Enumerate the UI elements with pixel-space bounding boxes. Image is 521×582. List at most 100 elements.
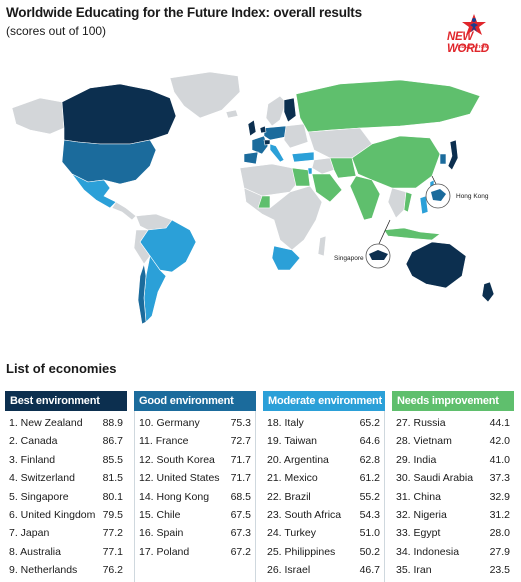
- economy-name: 21. Mexico: [267, 472, 318, 485]
- group-column-3: Moderate environment 18. Italy 65.2 19. Tai…: [263, 391, 385, 582]
- economy-name: 9. Netherlands: [9, 564, 78, 577]
- economy-name: 3. Finland: [9, 453, 56, 466]
- south-korea: [439, 153, 447, 165]
- economy-score: 37.3: [489, 472, 510, 485]
- group-header: Best environment: [5, 391, 127, 411]
- economy-row: 14. Hong Kong 68.5: [135, 488, 255, 506]
- economy-score: 41.0: [489, 453, 510, 466]
- economy-name: 26. Israel: [267, 564, 311, 577]
- economy-score: 72.7: [230, 435, 251, 448]
- japan: [447, 139, 459, 171]
- economy-score: 71.7: [230, 453, 251, 466]
- economy-score: 79.5: [102, 508, 123, 521]
- economy-score: 75.3: [230, 417, 251, 429]
- group-header: Moderate environment: [263, 391, 385, 411]
- economy-row: 29. India 41.0: [392, 451, 514, 469]
- economy-score: 67.3: [230, 527, 251, 540]
- economy-row: 27. Russia 44.1: [392, 414, 514, 432]
- economy-row: 8. Australia 77.1: [5, 543, 127, 561]
- economy-row: 2. Canada 86.7: [5, 432, 127, 450]
- economy-name: 18. Italy: [267, 417, 304, 429]
- economy-row: 11. France 72.7: [135, 432, 255, 450]
- economy-name: 29. India: [396, 453, 437, 466]
- economy-row: 20. Argentina 62.8: [263, 451, 384, 469]
- hong-kong-inset: Hong Kong: [425, 175, 489, 209]
- united-kingdom: [247, 119, 257, 137]
- economy-score: 68.5: [230, 490, 251, 503]
- turkey: [291, 151, 315, 163]
- hong-kong-label: Hong Kong: [456, 193, 489, 200]
- economy-row: 12. United States 71.7: [135, 469, 255, 487]
- economy-name: 12. United States: [139, 472, 220, 485]
- world-map: Hong Kong Singapore: [11, 71, 495, 325]
- iran: [329, 157, 357, 179]
- central-america: [111, 201, 137, 221]
- saudi-arabia: [311, 173, 343, 203]
- group-header: Good environment: [134, 391, 256, 411]
- list-title: List of economies: [6, 361, 117, 376]
- economy-name: 7. Japan: [9, 527, 50, 540]
- economy-row: 1. New Zealand 88.9: [5, 414, 127, 432]
- switzerland: [263, 139, 271, 146]
- economy-row: 16. Spain 67.3: [135, 524, 255, 542]
- economy-score: 67.5: [230, 508, 251, 521]
- page-title: Worldwide Educating for the Future Index…: [6, 5, 362, 20]
- southeast-asia: [387, 187, 407, 219]
- alaska: [11, 97, 65, 135]
- economy-score: 85.5: [102, 453, 123, 466]
- economy-name: 35. Iran: [396, 564, 432, 577]
- economy-row: 19. Taiwan 64.6: [263, 432, 384, 450]
- economy-score: 77.1: [102, 545, 123, 558]
- economy-row: 6. United Kingdom 79.5: [5, 506, 127, 524]
- group-column-1: Best environment 1. New Zealand 88.9 2. Can…: [5, 391, 127, 582]
- new-world-logo: NEW WORLD EDUCATION: [441, 14, 511, 55]
- economy-name: 27. Russia: [396, 417, 446, 429]
- group-list: 18. Italy 65.2 19. Taiwan 64.6 20. Argentina…: [263, 411, 385, 582]
- economy-score: 86.7: [102, 435, 123, 448]
- star-logo-icon: [462, 14, 486, 35]
- group-list: 1. New Zealand 88.9 2. Canada 86.7 3. Finlan…: [5, 411, 127, 582]
- italy: [269, 143, 285, 163]
- economy-name: 1. New Zealand: [9, 417, 83, 429]
- economy-score: 80.1: [102, 490, 123, 503]
- logo-subtext: EDUCATION: [458, 44, 489, 49]
- economy-name: 32. Nigeria: [396, 508, 447, 521]
- group-column-4: Needs improvement 27. Russia 44.1 28. Vietn…: [392, 391, 514, 582]
- economy-score: 31.2: [489, 508, 510, 521]
- group-column-2: Good environment 10. Germany 75.3 11. Franc…: [134, 391, 256, 582]
- economy-score: 23.5: [489, 564, 510, 577]
- economy-row: 30. Saudi Arabia 37.3: [392, 469, 514, 487]
- south-africa: [271, 245, 301, 271]
- economy-row: 32. Nigeria 31.2: [392, 506, 514, 524]
- russia: [295, 79, 481, 133]
- economy-score: 42.0: [489, 435, 510, 448]
- economy-name: 25. Philippines: [267, 545, 336, 558]
- economy-row: 9. Netherlands 76.2: [5, 561, 127, 579]
- economy-row: 17. Poland 67.2: [135, 543, 255, 561]
- madagascar: [317, 235, 327, 257]
- eastern-europe: [283, 123, 309, 149]
- economy-row: 18. Italy 65.2: [263, 414, 384, 432]
- indonesia: [383, 227, 441, 241]
- economy-name: 24. Turkey: [267, 527, 317, 540]
- economy-row: 26. Israel 46.7: [263, 561, 384, 579]
- iceland: [225, 109, 239, 119]
- economy-score: 76.2: [102, 564, 123, 577]
- economy-score: 54.3: [359, 508, 380, 521]
- chile: [137, 263, 147, 325]
- economy-name: 19. Taiwan: [267, 435, 318, 448]
- economy-score: 46.7: [359, 564, 380, 577]
- netherlands: [259, 125, 267, 134]
- philippines: [419, 195, 429, 215]
- economy-score: 65.2: [359, 417, 380, 429]
- economy-name: 23. South Africa: [267, 508, 342, 521]
- australia: [405, 241, 467, 289]
- economy-score: 28.0: [489, 527, 510, 540]
- economy-row: 34. Indonesia 27.9: [392, 543, 514, 561]
- economy-score: 51.0: [359, 527, 380, 540]
- singapore-inset: Singapore: [334, 219, 391, 269]
- economy-name: 16. Spain: [139, 527, 184, 540]
- singapore-label: Singapore: [334, 255, 364, 262]
- economy-row: 15. Chile 67.5: [135, 506, 255, 524]
- mexico: [71, 173, 117, 209]
